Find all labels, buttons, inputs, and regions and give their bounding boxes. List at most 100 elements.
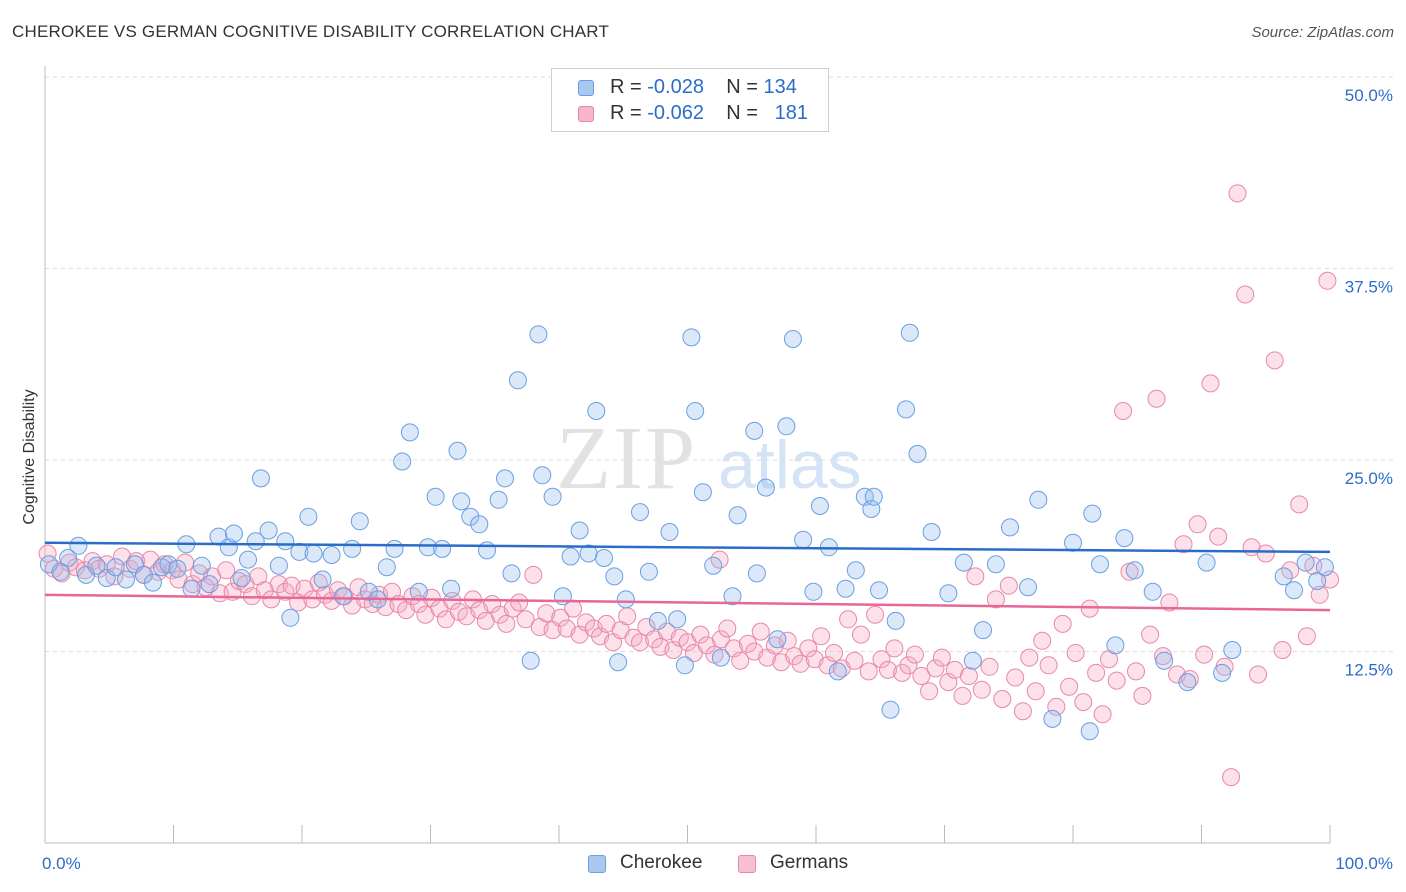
germans-point (1093, 705, 1112, 724)
cherokee-point (804, 582, 823, 601)
cherokee-point (1064, 533, 1082, 552)
cherokee-point (1083, 504, 1102, 523)
germans-point (986, 590, 1005, 609)
cherokee-point (259, 521, 278, 540)
cherokee-point (1125, 561, 1144, 580)
germans-point (1318, 271, 1337, 290)
cherokee-point (881, 700, 900, 719)
germans-points (38, 184, 1339, 787)
cherokee-point (747, 564, 766, 583)
cherokee-point (828, 662, 847, 681)
germans-point (845, 651, 864, 670)
tick-labels: 12.5% 25.0% 37.5% 50.0% 0.0% 100.0% (42, 86, 1393, 873)
legend-text-cherokee: R = -0.028 N = 134 (610, 76, 797, 98)
legend-text-germans: R = -0.062 N = 181 (610, 102, 808, 124)
cherokee-point (777, 417, 796, 436)
cherokee-point (276, 532, 295, 551)
cherokee-point (478, 541, 496, 560)
cherokee-point (529, 325, 548, 344)
cherokee-point (470, 515, 489, 534)
cherokee-point (570, 521, 589, 540)
germans-point (1228, 184, 1247, 203)
germans-point (839, 610, 858, 629)
germans-point (1066, 644, 1085, 662)
cherokee-point (251, 469, 270, 488)
cherokee-point (489, 490, 508, 509)
series-label-cherokee: Cherokee (620, 852, 703, 873)
cherokee-point (810, 497, 829, 515)
germans-point (893, 663, 912, 682)
germans-point (1053, 614, 1072, 633)
germans-point (1074, 693, 1093, 712)
cherokee-point (1080, 722, 1099, 741)
cherokee-point (723, 587, 742, 606)
germans-point (920, 682, 939, 701)
cherokee-point (1197, 553, 1216, 572)
cherokee-point (51, 562, 70, 581)
cherokee-point (117, 570, 135, 589)
germans-point (497, 614, 516, 633)
cherokee-point (533, 466, 552, 485)
cherokee-point (224, 524, 243, 543)
germans-point (926, 659, 945, 678)
legend-swatch-cherokee (578, 80, 594, 96)
cherokee-point (1315, 558, 1334, 577)
cherokee-point (502, 564, 521, 583)
watermark-zip: ZIP (556, 409, 697, 508)
cherokee-point (864, 487, 883, 506)
germans-point (618, 607, 637, 626)
germans-point (631, 633, 649, 652)
cherokee-point (1115, 529, 1134, 548)
cherokee-point (1285, 581, 1303, 600)
germans-point (718, 619, 737, 638)
cherokee-point (448, 441, 467, 460)
germans-point (1026, 682, 1045, 701)
germans-point (551, 608, 570, 627)
germans-point (624, 628, 643, 647)
cherokee-point (409, 582, 428, 601)
cherokee-point (1308, 572, 1327, 590)
cherokee-point (350, 512, 369, 531)
cherokee-point (418, 538, 437, 557)
cherokee-point (168, 559, 187, 578)
germans-point (1160, 593, 1179, 612)
cherokee-point (461, 507, 480, 526)
x-tick-label: 0.0% (42, 854, 81, 873)
germans-point (859, 662, 878, 681)
cherokee-point (686, 402, 705, 420)
cherokee-point (605, 567, 624, 586)
germans-point (1080, 599, 1099, 618)
y-tick-label: 25.0% (1345, 469, 1393, 488)
germans-point (966, 567, 985, 586)
germans-point (1188, 515, 1207, 534)
cherokee-point (377, 558, 396, 577)
germans-point (1047, 697, 1066, 716)
cherokee-point (986, 555, 1005, 574)
germans-point (1060, 677, 1079, 696)
germans-point (1249, 665, 1267, 684)
chart-title: CHEROKEE VS GERMAN COGNITIVE DISABILITY … (12, 22, 610, 41)
cherokee-point (1019, 578, 1037, 597)
germans-point (879, 660, 897, 679)
germans-point (711, 630, 730, 649)
cherokee-point (974, 621, 992, 640)
cherokee-point (1106, 636, 1125, 655)
cherokee-point (1155, 651, 1174, 670)
series-label-germans: Germans (770, 852, 849, 873)
cherokee-point (426, 487, 445, 506)
y-axis-label: Cognitive Disability (21, 389, 38, 524)
cherokee-point (1029, 490, 1048, 509)
germans-point (785, 647, 804, 666)
cherokee-point (304, 544, 323, 563)
x-tick-label: 100.0% (1335, 854, 1393, 873)
cherokee-point (77, 565, 96, 584)
germans-point (127, 552, 146, 571)
germans-point (510, 593, 529, 612)
germans-point (953, 686, 972, 705)
cherokee-point (745, 421, 764, 440)
cherokee-point (609, 653, 628, 672)
cherokee-point (963, 651, 982, 670)
cherokee-point (886, 611, 905, 630)
cherokee-point (59, 549, 78, 567)
